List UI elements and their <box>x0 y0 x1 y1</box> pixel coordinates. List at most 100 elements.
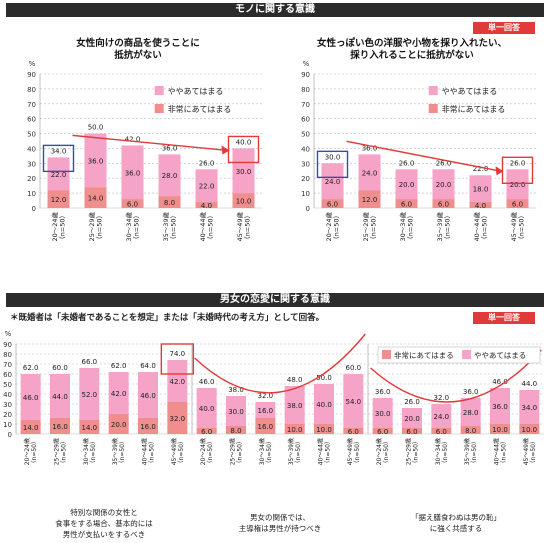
y-tick-label: 70 <box>301 101 310 109</box>
trend-arrow-head <box>495 166 504 176</box>
x-tick-text: 40～44歳 <box>198 212 207 242</box>
x-tick-label: 20～24歳 （n=50） <box>375 438 390 466</box>
x-tick-text: 25～29歳 <box>361 212 370 242</box>
data-label-hijou: 6.0 <box>438 201 449 209</box>
x-tick-label: 25～29歳 （n=50） <box>405 438 420 466</box>
trend-arrow-head <box>221 145 230 155</box>
bar-segment-hijou <box>314 424 334 434</box>
x-tick-text: 35～39歳 <box>463 438 471 465</box>
data-label-yaya: 28.0 <box>463 409 479 417</box>
legend-label-yaya: ややあてはまる <box>474 351 526 360</box>
data-label-yaya: 30.0 <box>236 168 252 176</box>
data-label-total: 60.0 <box>52 364 68 372</box>
x-tick-text: （n=50） <box>31 438 38 466</box>
x-tick-text: 35～39歳 <box>161 212 170 242</box>
bar-segment-yaya <box>432 169 455 200</box>
data-label-yaya: 24.0 <box>362 169 378 177</box>
bar-segment-hijou <box>431 428 452 434</box>
bar-segment-yaya <box>343 374 364 428</box>
data-label-hijou: 6.0 <box>327 201 338 209</box>
x-tick-label: 35～39歳 （n=50） <box>161 212 178 243</box>
bar-segment-yaya <box>284 386 305 424</box>
data-label-yaya: 40.0 <box>199 405 215 413</box>
data-label-yaya: 42.0 <box>170 378 186 386</box>
bar-segment-yaya <box>158 154 181 197</box>
bar-segment-yaya <box>167 360 188 402</box>
x-tick-label: 25～29歳 （n=50） <box>53 438 68 466</box>
data-label-yaya: 52.0 <box>82 391 98 399</box>
data-label-hijou: 14.0 <box>82 424 98 432</box>
x-tick-text: （n=50） <box>178 438 185 466</box>
bar-segment-hijou <box>506 199 529 208</box>
data-label-yaya: 36.0 <box>88 157 104 165</box>
bar-segment-yaya <box>490 388 510 424</box>
top-badge: 単一回答 <box>473 22 535 34</box>
x-tick-text: 20～24歳 <box>199 438 207 465</box>
data-label-yaya: 30.0 <box>228 408 244 416</box>
highlight-box-red <box>227 135 260 164</box>
data-label-total: 26.0 <box>510 159 526 167</box>
x-tick-text: （n=50） <box>132 212 140 243</box>
data-label-total: 26.0 <box>404 398 420 406</box>
group-label: 男女の関係では、 <box>250 512 310 522</box>
x-tick-text: （n=50） <box>119 438 126 466</box>
data-label-hijou: 6.0 <box>406 428 417 436</box>
bar-segment-yaya <box>506 169 529 200</box>
bar-segment-hijou <box>50 418 70 434</box>
legend-swatch-hijou <box>428 104 438 113</box>
y-tick-label: 50 <box>301 131 310 139</box>
bottom-badge: 単一回答 <box>473 312 535 324</box>
x-tick-text: 40～44歳 <box>141 438 149 465</box>
x-tick-text: （n=50） <box>406 212 414 243</box>
y-tick-label: 60 <box>3 371 12 379</box>
data-label-hijou: 12.0 <box>362 196 378 204</box>
data-label-yaya: 46.0 <box>23 394 39 402</box>
bar-segment-hijou <box>284 424 305 434</box>
bar-segment-hijou <box>195 202 218 208</box>
bar-segment-yaya <box>255 402 276 418</box>
bar-segment-yaya <box>469 175 492 203</box>
y-tick-label: 40 <box>301 145 310 153</box>
bar-segment-hijou <box>121 199 144 208</box>
y-tick-label: 80 <box>3 351 12 359</box>
data-label-total: 30.0 <box>325 153 341 161</box>
x-tick-text: 45～49歳 <box>170 438 178 465</box>
data-label-hijou: 8.0 <box>465 427 476 435</box>
y-tick-label: 50 <box>27 131 36 139</box>
data-label-yaya: 20.0 <box>436 181 452 189</box>
trend-curve <box>370 349 542 403</box>
x-tick-text: 20～24歳 <box>324 212 333 242</box>
legend-swatch-hijou <box>382 350 391 359</box>
y-tick-label: 20 <box>3 411 12 419</box>
data-label-total: 36.0 <box>375 388 391 396</box>
group-label: に強く共感する <box>430 523 483 533</box>
x-tick-label: 25～29歳 （n=50） <box>361 212 378 243</box>
x-tick-text: （n=50） <box>501 438 508 466</box>
data-label-yaya: 20.0 <box>404 415 420 423</box>
data-label-hijou: 16.0 <box>258 423 274 431</box>
data-label-hijou: 4.0 <box>201 202 212 210</box>
chart-title: 採り入れることに抵抗がない <box>350 49 474 61</box>
trend-curve <box>194 333 366 394</box>
y-tick-label: 0 <box>306 205 310 213</box>
data-label-total: 46.0 <box>199 378 215 386</box>
x-tick-text: （n=50） <box>442 438 449 466</box>
bar-segment-hijou <box>321 199 344 208</box>
x-tick-label: 20～24歳 （n=50） <box>199 438 214 466</box>
x-tick-label: 40～44歳 （n=50） <box>472 212 489 243</box>
data-label-total: 44.0 <box>522 380 538 388</box>
x-tick-text: （n=50） <box>61 438 68 466</box>
y-unit-label: % <box>29 60 36 68</box>
y-tick-label: 70 <box>3 361 12 369</box>
bar-segment-hijou <box>395 199 418 208</box>
y-unit-label: % <box>5 330 12 338</box>
data-label-total: 36.0 <box>162 144 178 152</box>
data-label-yaya: 20.0 <box>399 181 415 189</box>
x-tick-label: 30～34歳 （n=50） <box>434 438 449 466</box>
x-tick-text: （n=50） <box>443 212 451 243</box>
data-label-total: 50.0 <box>88 124 104 132</box>
legend-swatch-yaya <box>462 350 471 359</box>
bar-segment-yaya <box>460 398 481 426</box>
x-tick-label: 30～34歳 （n=50） <box>82 438 97 466</box>
